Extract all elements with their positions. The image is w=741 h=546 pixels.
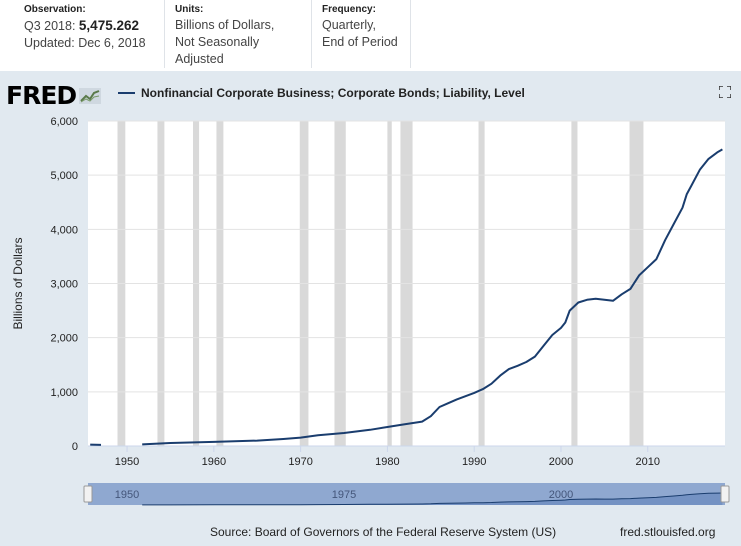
chart-svg: 0 1,000 2,000 3,000 4,000 5,000 6,000 1950 1960 1… xyxy=(11,116,730,506)
observation-header: Observation: Q3 2018: 5,475.262 Updated:… xyxy=(0,0,411,68)
observation-block: Observation: Q3 2018: 5,475.262 Updated:… xyxy=(0,0,165,68)
y-tick-label-5: 5,000 xyxy=(50,170,78,182)
fred-logo: FRED xyxy=(6,81,102,110)
x-tick-label-4: 1990 xyxy=(462,456,486,468)
y-tick-label-0: 0 xyxy=(72,441,78,453)
fullscreen-icon[interactable] xyxy=(719,86,731,98)
observation-period: Q3 2018: xyxy=(24,19,76,33)
x-tick-label-0: 1950 xyxy=(115,456,139,468)
frequency-block: Frequency: Quarterly, End of Period xyxy=(312,0,411,68)
y-tick-label-6: 6,000 xyxy=(50,116,78,128)
chart-panel: 0 1,000 2,000 3,000 4,000 5,000 6,000 1950 1960 1… xyxy=(0,71,741,546)
navigator-series-line xyxy=(142,492,723,506)
updated-date: Updated: Dec 6, 2018 xyxy=(24,36,146,50)
navigator-left-handle[interactable] xyxy=(83,485,93,503)
y-tick-label-4: 4,000 xyxy=(50,224,78,236)
navigator-tick-label-1: 1975 xyxy=(332,489,356,501)
units-line1: Billions of Dollars, xyxy=(175,18,275,32)
chart-legend: Nonfinancial Corporate Business; Corpora… xyxy=(118,86,525,100)
units-block: Units: Billions of Dollars, Not Seasonal… xyxy=(165,0,312,68)
x-tick-label-1: 1960 xyxy=(202,456,226,468)
navigator-tick-label-0: 1950 xyxy=(115,489,139,501)
frequency-label: Frequency: xyxy=(322,4,376,15)
y-tick-label-1: 1,000 xyxy=(50,387,78,399)
observation-line: Q3 2018: 5,475.262 xyxy=(24,17,156,35)
observation-label: Observation: xyxy=(24,4,86,15)
navigator-series-area xyxy=(142,493,723,505)
chart-logo-icon xyxy=(79,87,102,104)
y-tick-label-3: 3,000 xyxy=(50,279,78,291)
y-tick-label-2: 2,000 xyxy=(50,333,78,345)
legend-line-swatch xyxy=(118,92,135,94)
x-tick-label-2: 1970 xyxy=(288,456,312,468)
observation-value: 5,475.262 xyxy=(78,18,139,33)
units-line2: Not Seasonally Adjusted xyxy=(175,35,260,66)
x-tick-label-3: 1980 xyxy=(375,456,399,468)
units-label: Units: xyxy=(175,4,204,15)
navigator-right-handle[interactable] xyxy=(720,485,730,503)
fred-wordmark: FRED xyxy=(6,81,77,110)
legend-label: Nonfinancial Corporate Business; Corpora… xyxy=(141,86,525,100)
navigator-tick-label-2: 2000 xyxy=(549,489,573,501)
frequency-line1: Quarterly, xyxy=(322,18,376,32)
y-axis-label: Billions of Dollars xyxy=(11,237,25,329)
source-note: Source: Board of Governors of the Federa… xyxy=(210,525,557,539)
x-tick-label-6: 2010 xyxy=(636,456,660,468)
site-link[interactable]: fred.stlouisfed.org xyxy=(620,525,716,539)
x-tick-label-5: 2000 xyxy=(549,456,573,468)
series-line-0-segment-1 xyxy=(142,148,723,446)
frequency-line2: End of Period xyxy=(322,35,398,49)
